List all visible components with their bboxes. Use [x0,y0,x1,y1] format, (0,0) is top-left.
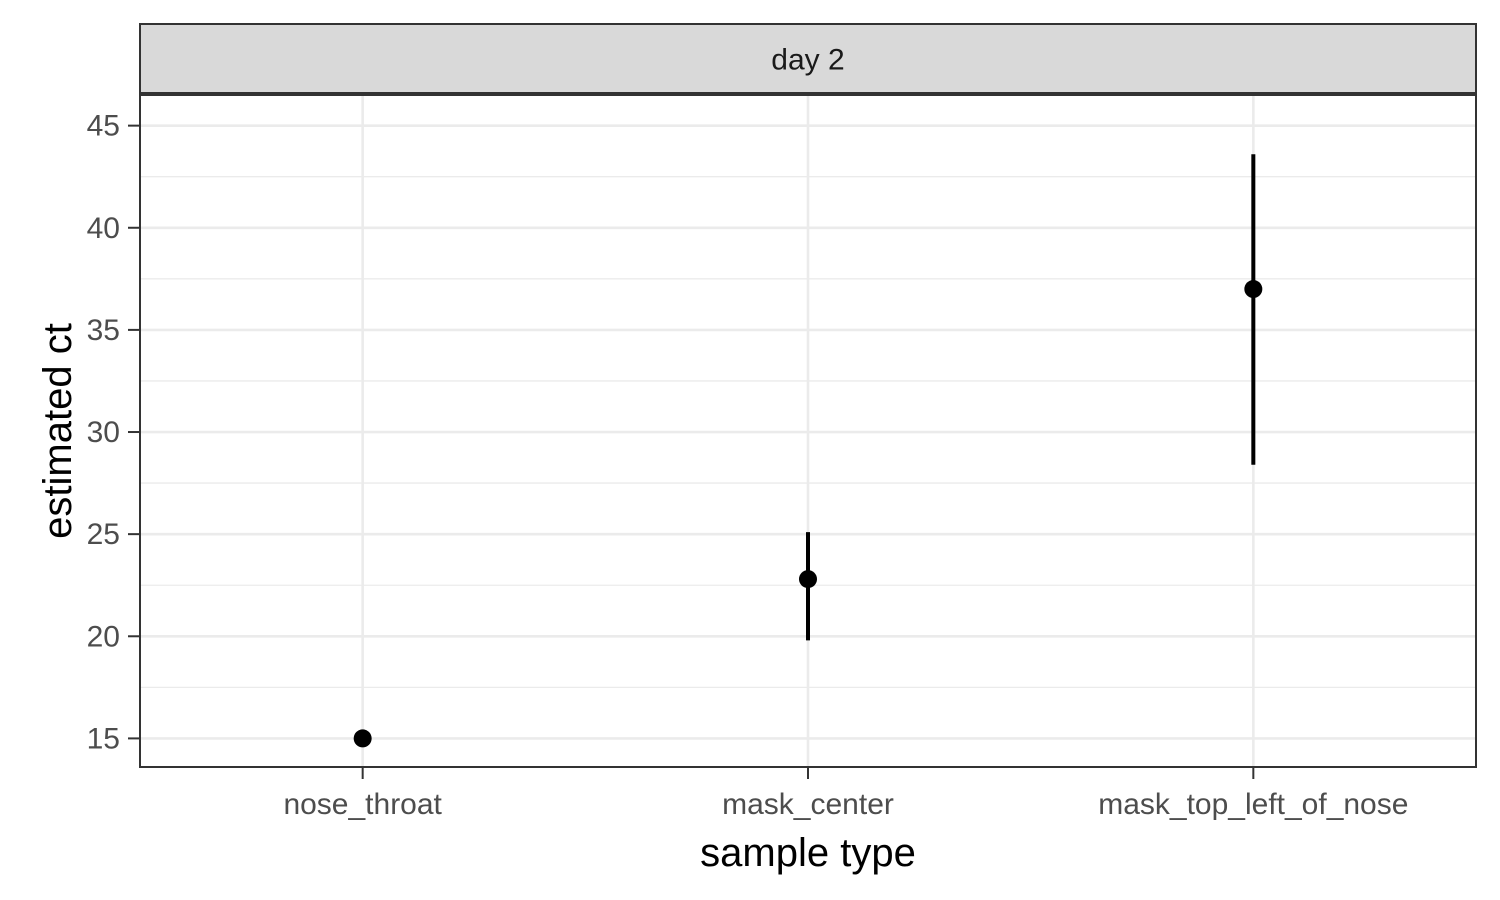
facet-strip-background [139,23,1477,94]
x-tick-label: mask_top_left_of_nose [1098,788,1408,821]
data-layer [353,154,1263,748]
y-tick-label: 15 [87,722,120,755]
data-point-nose_throat [353,729,372,748]
axis-layer: 15 20 25 30 35 40 45 nose_throat mask_center mask… [87,110,1409,821]
y-tick-label: 20 [87,620,120,653]
data-point-mask_center [799,570,817,589]
y-tick-label: 35 [87,314,120,347]
y-tick-label: 25 [87,518,120,551]
y-tick-label: 45 [87,110,120,143]
data-point-mask_top_left_of_nose [1244,280,1263,299]
y-tick-label: 30 [87,416,120,449]
x-axis-title: sample type [700,831,916,875]
y-tick-label: 40 [87,212,120,245]
x-tick-label: mask_center [722,788,894,821]
facet-strip: day 2 [139,23,1477,94]
y-axis-title: estimated ct [36,323,80,539]
facet-label: day 2 [771,44,844,77]
x-tick-label: nose_throat [283,788,442,821]
